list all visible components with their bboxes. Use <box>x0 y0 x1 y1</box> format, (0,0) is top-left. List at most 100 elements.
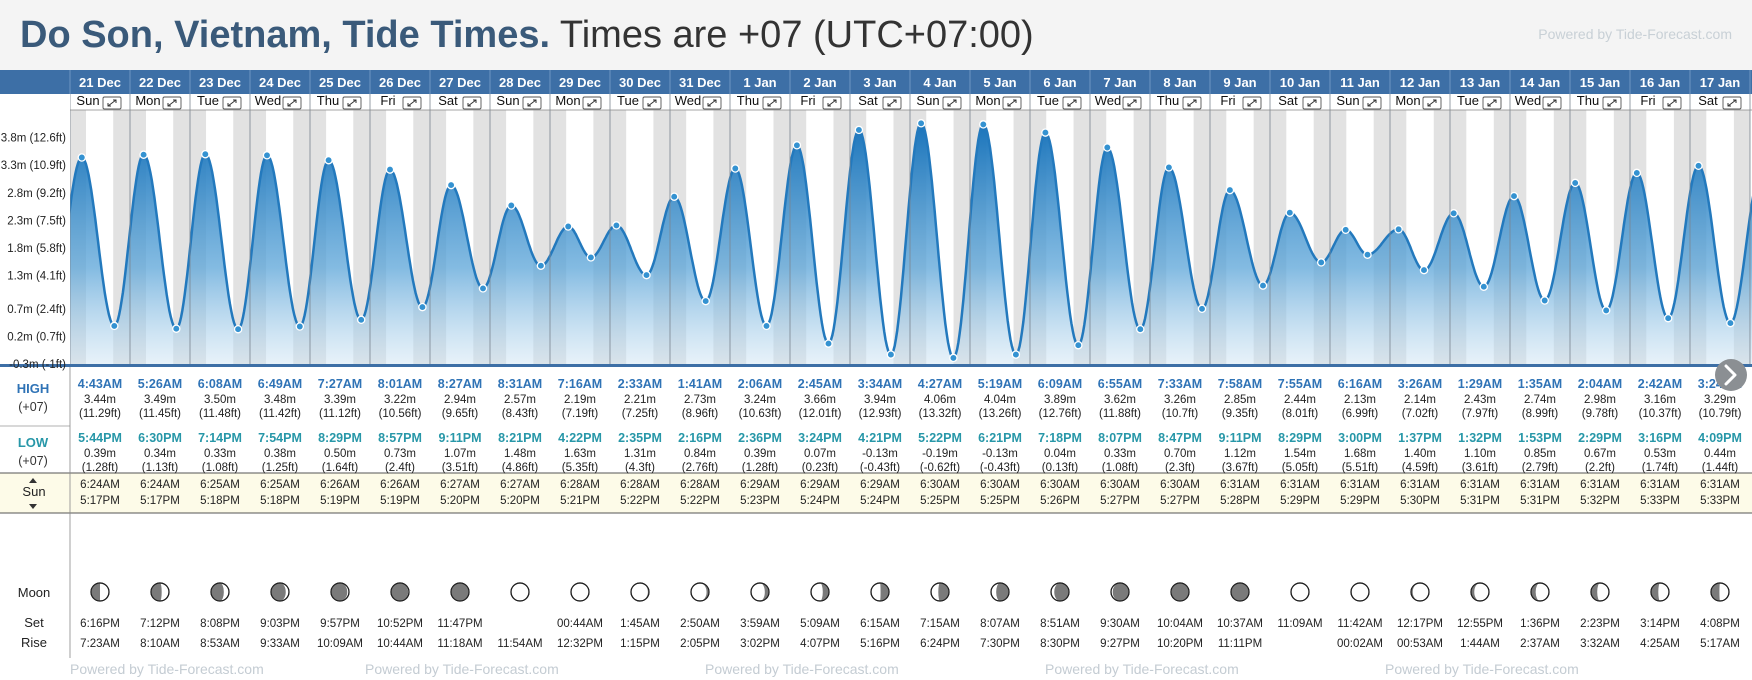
moon-phase-icon <box>510 582 530 602</box>
low-tide-height-ft: (0.13ft) <box>1042 462 1079 474</box>
sunrise-time: 6:30AM <box>1160 479 1200 491</box>
date-label: 26 Dec <box>379 75 421 90</box>
footer-watermark: Powered by Tide-Forecast.com <box>705 661 899 677</box>
low-tide-height-ft: (1.08ft) <box>202 462 239 474</box>
high-tide-time: 7:33AM <box>1158 377 1202 391</box>
moon-rise-time: 4:25AM <box>1640 638 1680 650</box>
moon-rise-time: 9:33AM <box>260 638 300 650</box>
moon-phase-icon <box>450 582 470 602</box>
high-tide-height-m: 3.48m <box>264 394 296 406</box>
low-tide-height-ft: (1.64ft) <box>322 462 359 474</box>
weekday-label: Mon <box>135 93 160 108</box>
weekday-label: Tue <box>617 93 639 108</box>
weekday-label: Mon <box>555 93 580 108</box>
moon-rise-time: 10:20PM <box>1157 638 1203 650</box>
high-tide-point <box>385 165 395 174</box>
high-tide-time: 7:16AM <box>558 377 602 391</box>
moon-set-time: 12:17PM <box>1397 618 1443 630</box>
high-tide-point <box>1394 225 1403 234</box>
moon-shadow <box>1171 583 1189 601</box>
high-tide-height-ft: (10.63ft) <box>739 408 782 420</box>
sunset-arrow-icon <box>29 504 37 509</box>
high-tide-time: 3:26AM <box>1398 377 1442 391</box>
high-tide-height-ft: (10.56ft) <box>379 408 422 420</box>
moon-set-time: 5:09AM <box>800 618 840 630</box>
next-page-button[interactable] <box>1715 359 1747 391</box>
expand-arrow-icon <box>1007 99 1017 107</box>
chart-bottom-rule <box>0 364 1752 367</box>
high-tide-time: 1:29AM <box>1458 377 1502 391</box>
low-tide-height-m: -0.19m <box>922 448 958 460</box>
high-tide-height-m: 2.98m <box>1584 394 1616 406</box>
weekday-label: Thu <box>1157 93 1179 108</box>
sunrise-time: 6:28AM <box>680 479 720 491</box>
high-tide-point <box>507 201 516 210</box>
moon-outline <box>1230 582 1250 602</box>
tide-line <box>70 121 1752 360</box>
moon-rise-time: 4:07PM <box>800 638 840 650</box>
moon-set-time: 9:30AM <box>1100 618 1140 630</box>
high-tide-point <box>669 192 679 201</box>
low-tide-height-m: 1.12m <box>1224 448 1256 460</box>
moon-phase-icon <box>570 582 590 602</box>
date-label: 9 Jan <box>1223 75 1256 90</box>
low-tide-height-ft: (5.35ft) <box>562 462 599 474</box>
moon-phase-icon <box>630 582 650 602</box>
high-tide-point <box>201 149 210 159</box>
sunset-time: 5:19PM <box>320 495 360 507</box>
date-label: 31 Dec <box>679 75 721 90</box>
expand-arrow-icon <box>1547 99 1557 107</box>
sunrise-time: 6:31AM <box>1520 479 1560 491</box>
high-tide-height-m: 3.66m <box>804 394 836 406</box>
low-tide-height-m: 0.85m <box>1524 448 1556 460</box>
moon-set-time: 9:03PM <box>260 618 300 630</box>
moon-set-label: Set <box>24 615 44 630</box>
moon-shadow <box>271 583 286 601</box>
y-axis-tick-label: 1.8m (5.8ft) <box>7 243 66 255</box>
low-tide-height-m: 0.50m <box>324 448 356 460</box>
low-tide-height-m: 0.70m <box>1164 448 1196 460</box>
sunrise-time: 6:24AM <box>140 479 180 491</box>
high-tide-height-m: 4.04m <box>984 394 1016 406</box>
page-title: Do Son, Vietnam, Tide Times. Times are +… <box>20 12 1034 58</box>
moon-set-time: 11:42AM <box>1337 618 1382 630</box>
high-tide-time: 8:27AM <box>438 377 482 391</box>
moon-shadow <box>1651 583 1660 601</box>
low-tide-height-m: 0.53m <box>1644 448 1676 460</box>
low-tide-height-ft: (3.67ft) <box>1222 462 1259 474</box>
high-tide-time: 7:27AM <box>318 377 362 391</box>
high-tide-point <box>324 155 333 165</box>
high-tide-point <box>563 222 573 231</box>
high-tide-height-ft: (8.99ft) <box>1522 408 1559 420</box>
high-tide-time: 6:55AM <box>1098 377 1142 391</box>
high-tide-height-ft: (7.02ft) <box>1402 408 1439 420</box>
moon-rise-time: 12:32PM <box>557 638 603 650</box>
high-tide-height-ft: (8.96ft) <box>682 408 719 420</box>
moon-set-time: 10:37AM <box>1217 618 1263 630</box>
moon-set-time: 8:51AM <box>1040 618 1080 630</box>
moon-phase-icon <box>1170 582 1190 602</box>
low-tide-height-ft: (1.13ft) <box>142 462 179 474</box>
next-button-bg[interactable] <box>1715 359 1747 391</box>
high-tide-time: 4:43AM <box>78 377 122 391</box>
footer-watermark: Powered by Tide-Forecast.com <box>1385 661 1579 677</box>
moon-phase-icon <box>1710 582 1730 602</box>
expand-arrow-icon <box>767 99 777 107</box>
weekday-label: Tue <box>1037 93 1059 108</box>
weekday-label: Wed <box>255 93 282 108</box>
sunset-time: 5:25PM <box>920 495 960 507</box>
sunrise-time: 6:30AM <box>920 479 960 491</box>
high-tide-point <box>916 119 926 128</box>
moon-set-time: 12:55PM <box>1457 618 1503 630</box>
weekday-label: Thu <box>317 93 339 108</box>
high-tide-height-m: 3.26m <box>1164 394 1196 406</box>
moon-set-time: 7:12PM <box>140 618 180 630</box>
moon-phase-icon <box>990 582 1010 602</box>
high-tide-height-ft: (6.99ft) <box>1342 408 1379 420</box>
low-tide-point <box>1316 258 1326 267</box>
moon-shadow <box>880 583 889 601</box>
sunrise-time: 6:31AM <box>1640 479 1680 491</box>
moon-phase-icon <box>1470 582 1490 602</box>
moon-shadow <box>760 583 769 601</box>
sunset-time: 5:23PM <box>740 495 780 507</box>
